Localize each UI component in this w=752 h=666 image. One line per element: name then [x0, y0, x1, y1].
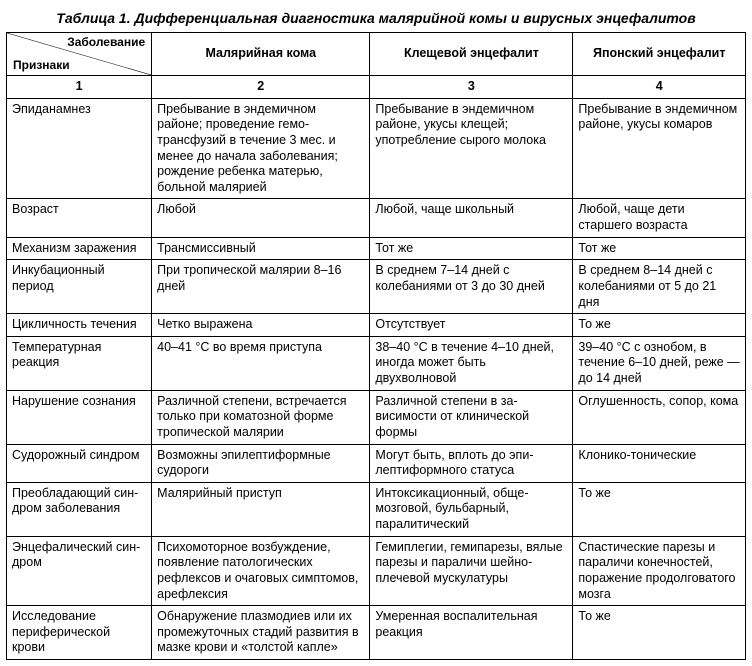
- cell-sign: Эпиданамнез: [7, 98, 152, 199]
- numcell-3: 3: [370, 76, 573, 99]
- cell-tick: Различной степени в за­висимости от клин…: [370, 390, 573, 444]
- cell-japanese: То же: [573, 482, 746, 536]
- table-row: Возраст Любой Любой, чаще школьный Любой…: [7, 199, 746, 237]
- numcell-1: 1: [7, 76, 152, 99]
- cell-malaria: Пребывание в эндемичном районе; проведен…: [152, 98, 370, 199]
- cell-japanese: В среднем 8–14 дней с колебаниями от 5 д…: [573, 260, 746, 314]
- cell-tick: Гемиплегии, гемипарезы, вялые парезы и п…: [370, 536, 573, 606]
- header-col-4: Японский энцефа­лит: [573, 33, 746, 76]
- cell-malaria: Психомоторное возбуждение, появление пат…: [152, 536, 370, 606]
- cell-sign: Возраст: [7, 199, 152, 237]
- table-body: Эпиданамнез Пребывание в эндемичном райо…: [7, 98, 746, 659]
- cell-malaria: Трансмиссивный: [152, 237, 370, 260]
- cell-malaria: Малярийный приступ: [152, 482, 370, 536]
- table-row: Механизм заражения Трансмиссивный Тот же…: [7, 237, 746, 260]
- numcell-4: 4: [573, 76, 746, 99]
- cell-japanese: Пребывание в энде­мичном районе, укусы к…: [573, 98, 746, 199]
- cell-sign: Температурная реакция: [7, 336, 152, 390]
- cell-malaria: Возможны эпилептиформные судороги: [152, 444, 370, 482]
- cell-sign: Энцефалический син­дром: [7, 536, 152, 606]
- header-col-3: Клещевой энцефалит: [370, 33, 573, 76]
- cell-tick: Тот же: [370, 237, 573, 260]
- cell-tick: Интоксикационный, обще­мозговой, бульбар…: [370, 482, 573, 536]
- cell-japanese: Спастические парезы и параличи конечно­с…: [573, 536, 746, 606]
- cell-sign: Судорожный синдром: [7, 444, 152, 482]
- cell-japanese: Тот же: [573, 237, 746, 260]
- diagnosis-table: Заболевание Признаки Малярийная кома Кле…: [6, 32, 746, 660]
- cell-japanese: Оглушенность, сопор, кома: [573, 390, 746, 444]
- cell-tick: 38–40 °C в течение 4–10 дней, иногда мож…: [370, 336, 573, 390]
- table-row: Судорожный синдром Возможны эпилептиформ…: [7, 444, 746, 482]
- number-row: 1 2 3 4: [7, 76, 746, 99]
- cell-japanese: То же: [573, 314, 746, 337]
- cell-sign: Нарушение сознания: [7, 390, 152, 444]
- cell-tick: Могут быть, вплоть до эпи­лептиформного …: [370, 444, 573, 482]
- table-row: Эпиданамнез Пребывание в эндемичном райо…: [7, 98, 746, 199]
- header-col-2: Малярийная кома: [152, 33, 370, 76]
- cell-malaria: При тропической малярии 8–16 дней: [152, 260, 370, 314]
- table-row: Цикличность течения Четко выражена Отсут…: [7, 314, 746, 337]
- cell-sign: Инкубационный период: [7, 260, 152, 314]
- header-diagonal: Заболевание Признаки: [7, 33, 152, 76]
- cell-japanese: Клонико-тонические: [573, 444, 746, 482]
- table-row: Исследование перифе­рической крови Обнар…: [7, 606, 746, 660]
- cell-malaria: Любой: [152, 199, 370, 237]
- cell-malaria: 40–41 °C во время приступа: [152, 336, 370, 390]
- cell-sign: Цикличность течения: [7, 314, 152, 337]
- cell-tick: Пребывание в энде­мичном районе, укусы к…: [370, 98, 573, 199]
- table-row: Нарушение сознания Различной степени, вс…: [7, 390, 746, 444]
- table-row: Инкубационный период При тропической мал…: [7, 260, 746, 314]
- cell-tick: В среднем 7–14 дней с колебаниями от 3 д…: [370, 260, 573, 314]
- cell-tick: Отсутствует: [370, 314, 573, 337]
- table-row: Преобладающий син­дром заболевания Маляр…: [7, 482, 746, 536]
- numcell-2: 2: [152, 76, 370, 99]
- table-row: Температурная реакция 40–41 °C во время …: [7, 336, 746, 390]
- cell-sign: Механизм заражения: [7, 237, 152, 260]
- table-row: Энцефалический син­дром Психомоторное во…: [7, 536, 746, 606]
- cell-malaria: Обнаружение плазмодиев или их промежуточ…: [152, 606, 370, 660]
- cell-tick: Умеренная воспалитель­ная реакция: [370, 606, 573, 660]
- cell-sign: Исследование перифе­рической крови: [7, 606, 152, 660]
- header-row: Заболевание Признаки Малярийная кома Кле…: [7, 33, 746, 76]
- cell-tick: Любой, чаще школьный: [370, 199, 573, 237]
- cell-sign: Преобладающий син­дром заболевания: [7, 482, 152, 536]
- header-disease-label: Заболевание: [67, 35, 145, 50]
- table-title: Таблица 1. Дифференциальная диагностика …: [6, 10, 746, 26]
- cell-japanese: Любой, чаще дети старшего возраста: [573, 199, 746, 237]
- cell-malaria: Различной степени, встреча­ется только п…: [152, 390, 370, 444]
- cell-japanese: 39–40 °C с ознобом, в течение 6–10 дней,…: [573, 336, 746, 390]
- cell-malaria: Четко выражена: [152, 314, 370, 337]
- header-signs-label: Признаки: [13, 58, 70, 73]
- cell-japanese: То же: [573, 606, 746, 660]
